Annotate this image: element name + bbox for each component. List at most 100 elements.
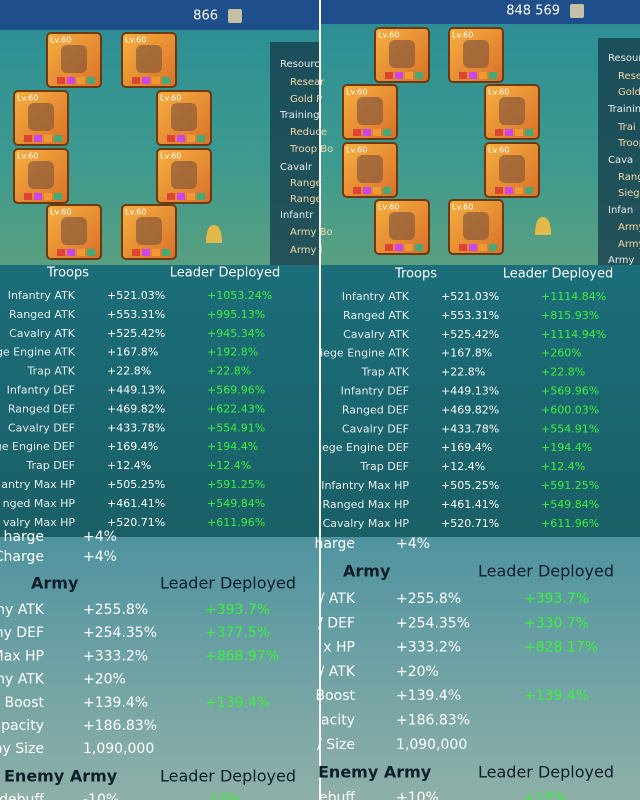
menu-panel	[270, 42, 320, 265]
stat-value: +505.25%	[441, 479, 499, 492]
menu-item: Rang	[618, 172, 640, 183]
stat-label: iege Engine ATK	[320, 347, 410, 360]
stat-value: +520.71%	[441, 517, 499, 530]
leader-value: +945.34%	[207, 327, 265, 340]
gear-art	[28, 103, 54, 131]
leader-value: +1114.94%	[541, 328, 606, 341]
menu-item: Reduce	[290, 127, 327, 138]
gem	[479, 244, 487, 251]
gear-art	[28, 161, 54, 189]
stat-value: +169.4%	[107, 440, 158, 453]
stat-value: +186.83%	[83, 718, 157, 734]
stat-label: Ranged ATK	[9, 308, 76, 321]
gem	[515, 187, 523, 194]
stat-label: ebuff	[319, 790, 355, 800]
stat-label: / DEF	[318, 615, 355, 631]
gem	[197, 193, 205, 200]
leader-value: +554.91%	[207, 421, 265, 434]
gem	[67, 249, 75, 256]
stat-label: Trap DEF	[25, 459, 75, 472]
stat-label: Cavalry Max HP	[323, 517, 410, 530]
stat-label: Ranged ATK	[343, 309, 410, 322]
gem	[54, 193, 62, 200]
leader-value: +600.03%	[541, 403, 599, 416]
gem	[57, 249, 65, 256]
item-level: Lv.60	[17, 94, 38, 103]
menu-item: Trainin	[607, 104, 640, 115]
leader-value: +549.84%	[541, 498, 599, 511]
leader-value: -10%	[205, 792, 241, 800]
menu-item: Infan	[608, 205, 633, 216]
stat-value: +449.13%	[107, 384, 165, 397]
menu-item: Trai	[617, 122, 636, 133]
menu-item: Cavalr	[280, 162, 313, 173]
gear-art	[136, 217, 162, 245]
leader-value: +622.43%	[207, 402, 265, 415]
stat-label: / ATK	[320, 664, 356, 680]
stat-value: +20%	[396, 664, 439, 680]
gear-art	[499, 97, 525, 125]
stat-value: +139.4%	[83, 695, 148, 711]
gem	[142, 249, 150, 256]
item-level: Lv.60	[378, 31, 399, 40]
gem	[363, 129, 371, 136]
stat-label: acity	[321, 713, 355, 729]
stat-label: nged Max HP	[3, 497, 76, 510]
stat-value: +521.03%	[441, 290, 499, 303]
gear-art	[463, 212, 489, 240]
gem	[132, 77, 140, 84]
stat-label: x HP	[323, 640, 355, 656]
stat-value: +521.03%	[107, 289, 165, 302]
stat-value: +22.8%	[107, 365, 151, 378]
leader-value: +22.8%	[541, 366, 585, 379]
gem	[395, 72, 403, 79]
troops-header: Leader Deployed	[170, 266, 280, 281]
leader-value: +22.8%	[207, 365, 251, 378]
stat-value: +22.8%	[441, 366, 485, 379]
gem	[525, 187, 533, 194]
stat-value: +10%	[396, 790, 439, 800]
stat-label: Max HP	[0, 648, 44, 664]
stat-label: iege Engine DEF	[319, 441, 409, 454]
gem	[479, 72, 487, 79]
menu-panel	[598, 38, 640, 265]
item-level: Lv.60	[488, 88, 509, 97]
panels: 866 Lv.60 Lv.60 Lv.60 Lv.60 Lv.60 Lv.60 Lv.60 Lv…	[0, 4, 640, 800]
gear-art	[171, 161, 197, 189]
leader-value: +139.4%	[524, 688, 589, 704]
header-icon	[570, 4, 584, 18]
leader-value: +194.4%	[207, 440, 258, 453]
leader-value: +12.4%	[207, 459, 251, 472]
gem	[142, 77, 150, 84]
gem	[353, 129, 361, 136]
gem	[162, 77, 170, 84]
gem	[167, 193, 175, 200]
leader-value: +611.96%	[541, 517, 599, 530]
gem	[489, 244, 497, 251]
leader-value: +377.5%	[205, 625, 270, 641]
gem	[363, 187, 371, 194]
gem	[459, 244, 467, 251]
stat-value: +461.41%	[107, 497, 165, 510]
stat-value: +254.35%	[396, 615, 470, 631]
gem	[383, 187, 391, 194]
leader-value: +591.25%	[207, 478, 265, 491]
section-header: Leader Deployed	[478, 763, 614, 782]
gem	[505, 129, 513, 136]
stat-label: Trap ATK	[361, 366, 410, 379]
header-icon	[228, 9, 242, 23]
leader-value: +549.84%	[207, 497, 265, 510]
gem	[353, 187, 361, 194]
leader-value: +393.7%	[205, 602, 270, 618]
stat-value: +254.35%	[83, 625, 157, 641]
item-level: Lv.60	[452, 203, 473, 212]
item-level: Lv.60	[125, 36, 146, 45]
item-level: Lv.60	[452, 31, 473, 40]
section-header: Army	[31, 574, 79, 593]
stat-label: Trap DEF	[359, 460, 409, 473]
leader-value: +1053.24%	[207, 289, 272, 302]
stat-value: +255.8%	[396, 591, 461, 607]
stat-label: ge Engine DEF	[0, 440, 75, 453]
stat-value: +4%	[396, 536, 430, 552]
section-header: Enemy Army	[318, 763, 432, 782]
